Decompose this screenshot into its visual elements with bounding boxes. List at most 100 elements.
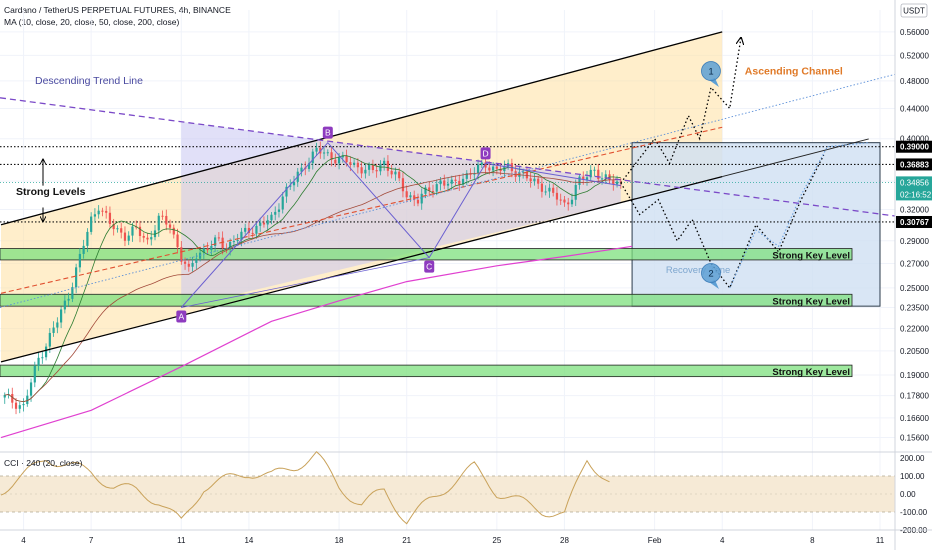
candle-body — [537, 178, 540, 184]
candle-body — [22, 404, 25, 406]
candle-body — [315, 147, 318, 152]
ascending-channel-label: Ascending Channel — [745, 65, 843, 77]
price-tick-label: 0.48000 — [900, 77, 929, 86]
candle-body — [420, 193, 423, 204]
candle-body — [439, 180, 442, 185]
time-tick-label: 7 — [89, 536, 94, 545]
candle-body — [473, 173, 476, 175]
time-tick-label: 4 — [720, 536, 725, 545]
candle-body — [108, 212, 112, 224]
channel-lower-line — [0, 175, 723, 363]
time-tick-label: 11 — [876, 536, 885, 545]
price-tick-label: 0.22000 — [900, 324, 929, 333]
candle-body — [435, 184, 438, 192]
pattern-point-marker — [424, 260, 435, 273]
price-tick-label: 0.19000 — [900, 371, 929, 380]
candle-body — [615, 181, 619, 185]
candle-body — [11, 393, 14, 403]
candle-body — [217, 237, 220, 239]
pattern-point-label: D — [483, 148, 489, 158]
candle-body — [138, 226, 142, 236]
candle-body — [450, 179, 453, 184]
price-tick-label: 0.23500 — [900, 304, 929, 313]
candle-body — [484, 162, 487, 168]
candle-body — [176, 234, 179, 248]
candle-body — [394, 171, 397, 175]
candle-body — [292, 181, 296, 186]
candle-body — [555, 192, 559, 200]
candle-body — [270, 214, 273, 221]
level-price-tag — [896, 158, 932, 171]
callout-1 — [701, 61, 721, 81]
channel-midline — [0, 126, 723, 294]
candle-body — [548, 187, 551, 192]
descending-trend-label: Descending Trend Line — [35, 75, 143, 87]
candle-body — [499, 168, 502, 172]
candle-body — [383, 160, 386, 166]
channel-upper-line — [0, 31, 723, 226]
price-tick-label: 0.17800 — [900, 392, 929, 401]
cci-tick-label: -100.00 — [900, 508, 928, 517]
strong-key-zone — [0, 293, 853, 307]
candle-body — [3, 394, 6, 398]
candle-body — [488, 167, 491, 171]
candle-body — [386, 160, 390, 171]
candle-body — [33, 365, 36, 383]
abcd-pattern-line — [181, 257, 430, 308]
candle-body — [142, 235, 145, 238]
candle-body — [86, 231, 89, 246]
time-tick-label: 4 — [21, 536, 26, 545]
channel-lower-extension — [722, 138, 869, 178]
candle-body — [255, 225, 258, 234]
candle-body — [514, 171, 517, 177]
candle-body — [75, 267, 78, 288]
candle-body — [97, 210, 100, 215]
candle-body — [14, 402, 18, 409]
candle-body — [431, 190, 435, 192]
candle-body — [322, 152, 326, 154]
price-tick-label: 0.15600 — [900, 434, 929, 443]
candle-body — [454, 179, 457, 181]
level-price-label: 0.30767 — [900, 218, 929, 227]
candle-body — [480, 162, 483, 165]
candle-body — [274, 211, 277, 215]
candle-body — [180, 247, 183, 262]
candle-body — [544, 191, 547, 193]
candle-body — [93, 214, 97, 217]
candle-body — [593, 169, 596, 171]
descending-trend-line — [0, 97, 896, 217]
candle-body — [525, 171, 528, 179]
candle-body — [461, 178, 465, 185]
candle-body — [236, 239, 239, 242]
candle-body — [600, 178, 604, 180]
time-tick-label: 28 — [560, 536, 569, 545]
candle-body — [604, 174, 607, 179]
candle-body — [552, 187, 555, 193]
candle-body — [90, 216, 93, 232]
candle-body — [582, 176, 585, 180]
candle-body — [232, 241, 235, 243]
price-tick-label: 0.40000 — [900, 135, 929, 144]
candle-body — [443, 180, 446, 186]
candle-body — [356, 162, 359, 168]
candle-body — [379, 165, 382, 172]
bar-countdown: 02:16:52 — [900, 190, 932, 199]
pattern-point-label: C — [426, 262, 432, 272]
ma50-line — [4, 172, 621, 403]
candle-body — [424, 187, 427, 194]
price-tick-label: 0.25000 — [900, 284, 929, 293]
candle-body — [187, 263, 190, 267]
ma200-line — [0, 245, 633, 439]
cci-tick-label: 0.00 — [900, 490, 916, 499]
candle-body — [570, 199, 574, 205]
level-price-tag — [896, 215, 932, 228]
candle-body — [375, 170, 378, 172]
projection-path-1 — [620, 38, 741, 184]
price-tick-label: 0.20500 — [900, 347, 929, 356]
candle-body — [48, 332, 51, 347]
candle-body — [172, 227, 175, 235]
candle-body — [345, 155, 348, 163]
level-price-tag — [896, 140, 932, 153]
candle-body — [123, 232, 127, 241]
